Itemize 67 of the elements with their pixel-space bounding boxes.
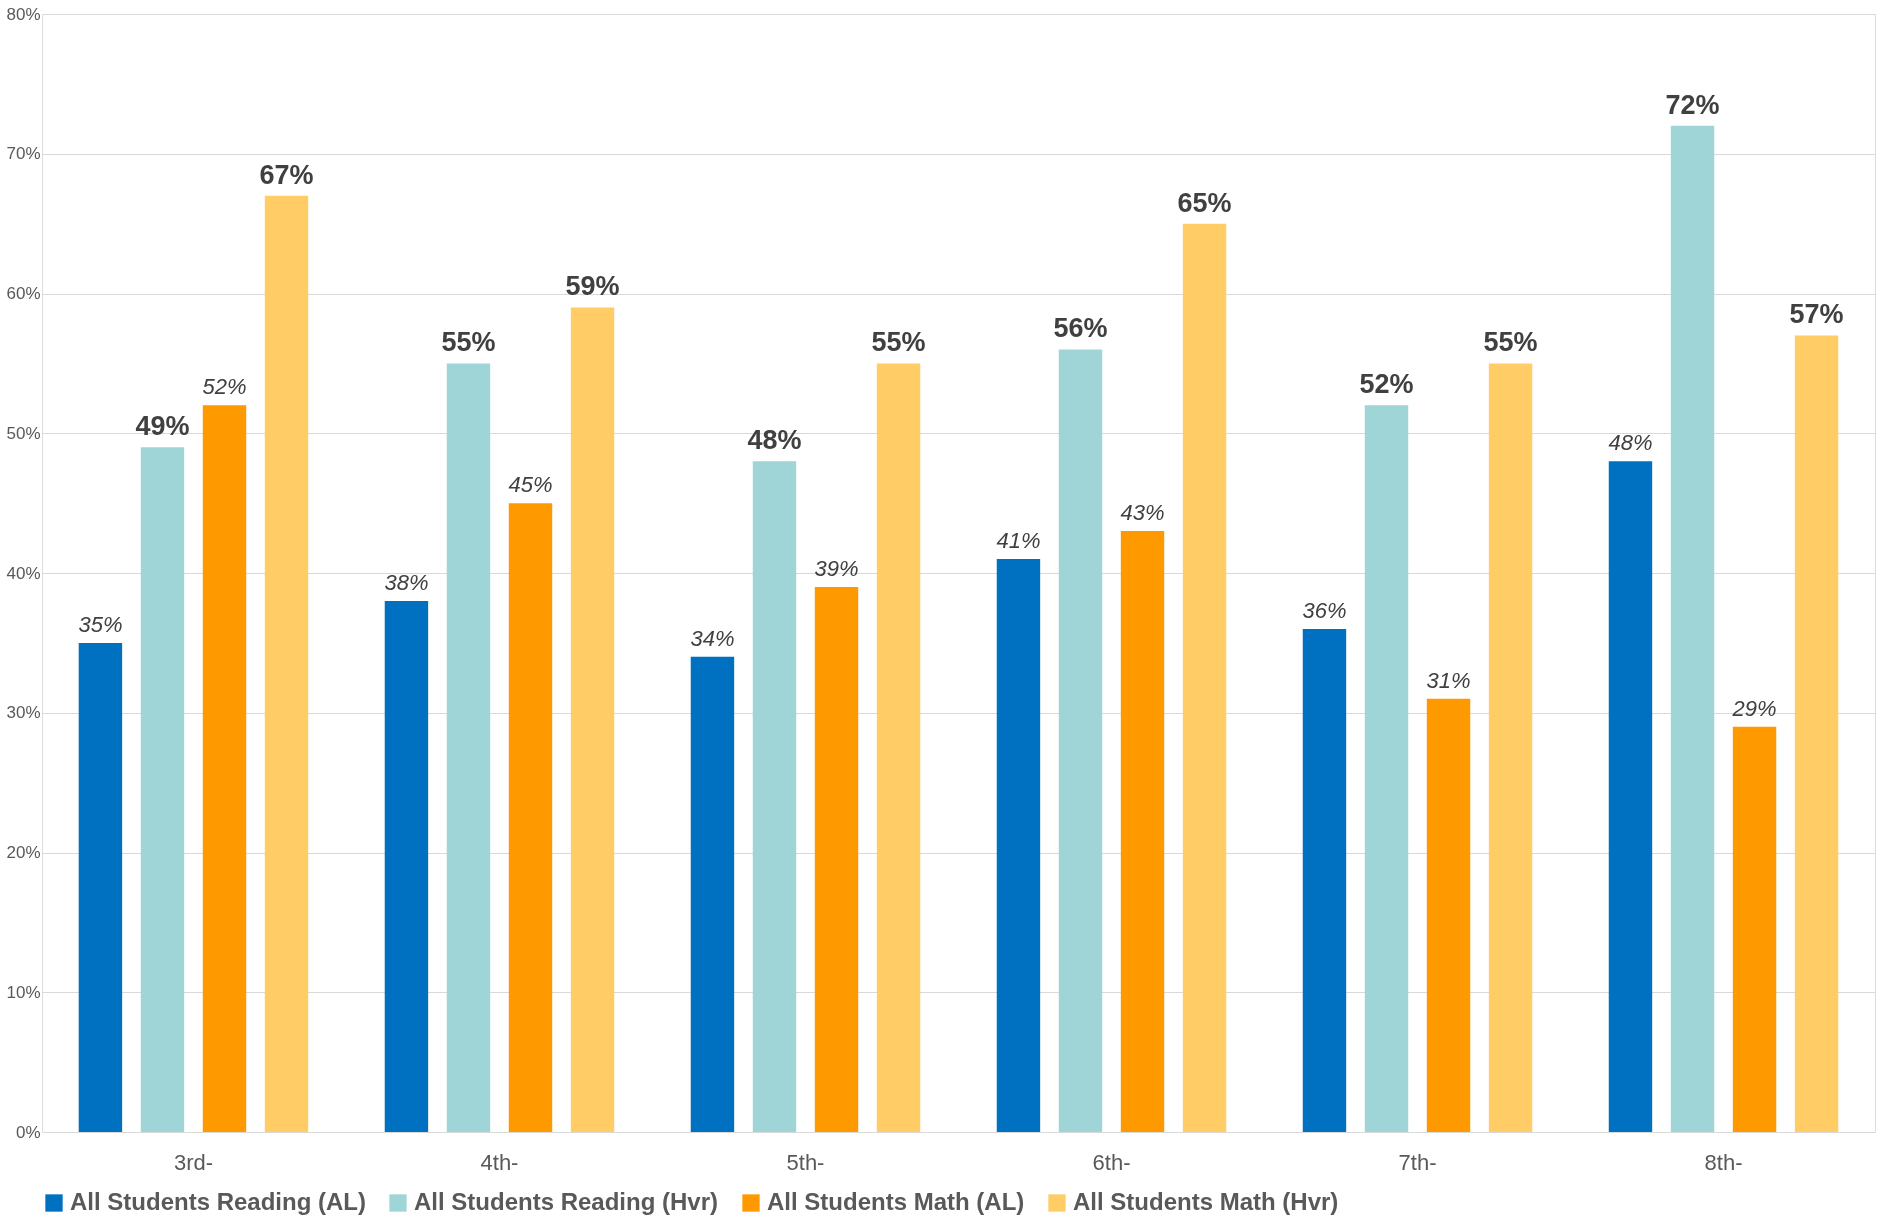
y-tick-label: 40%	[6, 563, 41, 583]
data-label: 48%	[1608, 430, 1653, 456]
y-tick-label: 30%	[6, 703, 41, 723]
bar	[996, 559, 1041, 1132]
bar	[752, 461, 797, 1132]
bar	[1794, 335, 1839, 1132]
bar	[814, 586, 859, 1132]
bar	[384, 600, 429, 1132]
data-label: 34%	[690, 625, 735, 651]
x-tick-label: 4th-	[480, 1149, 519, 1175]
bar	[1732, 726, 1777, 1132]
bar	[202, 405, 247, 1132]
data-label: 55%	[871, 327, 926, 358]
data-label: 52%	[202, 374, 247, 400]
bar	[1058, 349, 1103, 1132]
data-label: 31%	[1426, 667, 1471, 693]
data-label: 49%	[135, 411, 190, 442]
x-tick-label: 3rd-	[173, 1149, 214, 1175]
bar	[140, 447, 185, 1132]
data-label: 67%	[259, 159, 314, 190]
bar	[570, 307, 615, 1132]
legend-label: All Students Math (AL)	[767, 1188, 1025, 1215]
data-label: 57%	[1789, 299, 1844, 330]
bar	[876, 363, 921, 1132]
bar	[1302, 628, 1347, 1132]
data-label: 65%	[1177, 187, 1232, 218]
bar	[1364, 405, 1409, 1132]
bar	[1182, 223, 1227, 1132]
y-tick-label: 50%	[6, 423, 41, 443]
y-tick-label: 10%	[6, 982, 41, 1002]
x-tick-label: 5th-	[786, 1149, 825, 1175]
data-label: 41%	[996, 528, 1041, 554]
bar	[1120, 531, 1165, 1132]
data-label: 29%	[1731, 695, 1777, 721]
y-tick-label: 70%	[6, 144, 41, 164]
data-label: 56%	[1053, 313, 1108, 344]
y-tick-label: 20%	[6, 843, 41, 862]
bar	[1670, 125, 1715, 1132]
data-label: 43%	[1120, 500, 1165, 526]
data-label: 35%	[78, 611, 123, 637]
data-label: 59%	[565, 271, 620, 302]
data-label: 55%	[1483, 327, 1538, 358]
bar	[1608, 461, 1653, 1132]
data-label: 45%	[508, 472, 553, 498]
bar	[446, 363, 491, 1132]
data-label: 38%	[384, 569, 429, 595]
bar	[264, 195, 309, 1132]
data-label: 55%	[441, 327, 496, 358]
x-tick-label: 8th-	[1704, 1149, 1743, 1175]
bar	[78, 642, 123, 1132]
x-tick-label: 6th-	[1092, 1149, 1131, 1175]
bar	[1426, 698, 1471, 1132]
legend-label: All Students Math (Hvr)	[1073, 1188, 1339, 1215]
data-label: 72%	[1665, 89, 1720, 120]
y-tick-label: 80%	[6, 4, 41, 24]
x-tick-label: 7th-	[1398, 1149, 1437, 1175]
y-tick-label: 60%	[6, 284, 41, 303]
legend-label: All Students Reading (Hvr)	[414, 1188, 719, 1215]
bar	[508, 503, 553, 1132]
bar	[1488, 363, 1533, 1132]
data-label: 36%	[1302, 597, 1347, 623]
bar	[690, 656, 735, 1132]
legend-label: All Students Reading (AL)	[70, 1188, 366, 1215]
data-label: 52%	[1359, 369, 1414, 400]
y-tick-label: 0%	[15, 1122, 41, 1142]
data-label: 48%	[747, 425, 802, 456]
data-label: 39%	[814, 555, 859, 581]
